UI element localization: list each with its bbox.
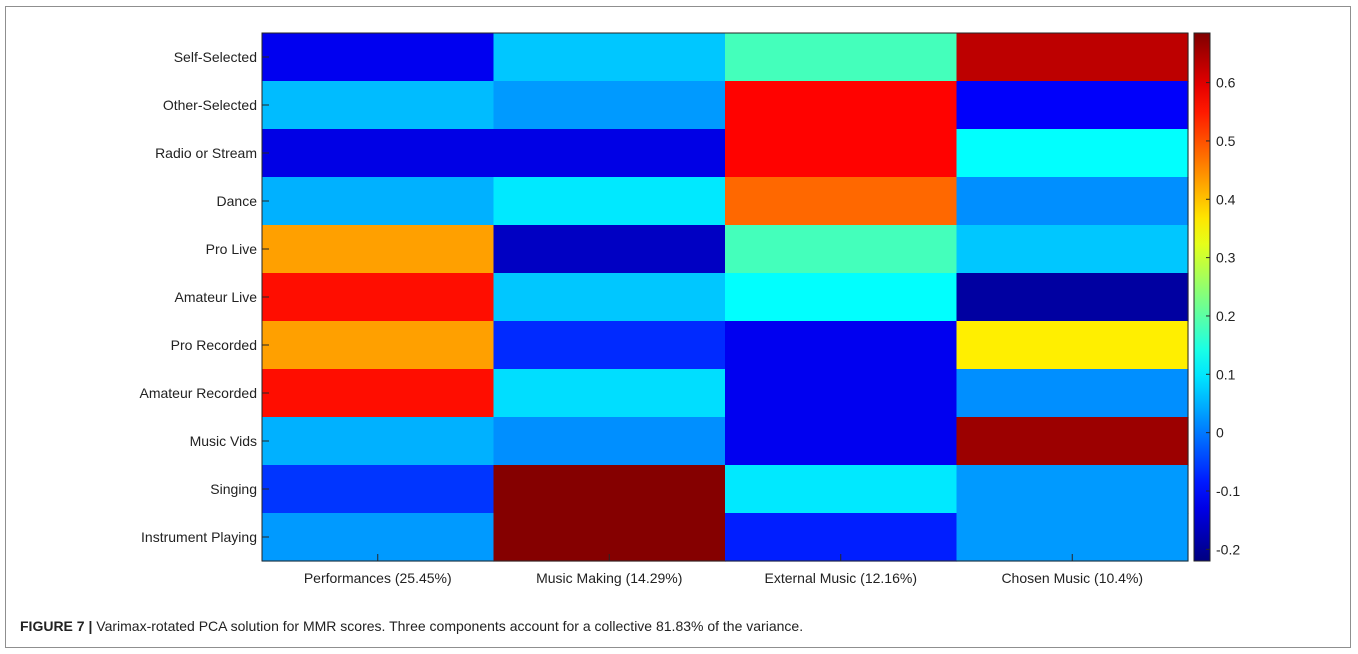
heatmap-cell [956, 465, 1189, 514]
row-label: Amateur Recorded [139, 385, 257, 401]
caption-text: Varimax-rotated PCA solution for MMR sco… [92, 618, 804, 634]
heatmap-cell [493, 81, 726, 130]
figure-caption: FIGURE 7 | Varimax-rotated PCA solution … [20, 618, 803, 634]
heatmap-cell [725, 177, 958, 226]
heatmap-cell [956, 81, 1189, 130]
row-label: Music Vids [190, 433, 257, 449]
heatmap-cell [956, 225, 1189, 274]
heatmap-cell [262, 177, 495, 226]
heatmap-cell [956, 177, 1189, 226]
heatmap-cell [493, 513, 726, 562]
heatmap-cell [725, 513, 958, 562]
column-label: Performances (25.45%) [304, 570, 452, 586]
heatmap-cell [725, 321, 958, 370]
colorbar-tick-label: 0.6 [1216, 75, 1236, 91]
heatmap-cell [262, 417, 495, 466]
row-label: Amateur Live [175, 289, 258, 305]
heatmap-cell [725, 225, 958, 274]
colorbar-tick-label: 0.2 [1216, 308, 1236, 324]
heatmap-cell [262, 513, 495, 562]
colorbar-tick-label: -0.1 [1216, 483, 1240, 499]
heatmap-cell [493, 417, 726, 466]
column-label: External Music (12.16%) [764, 570, 917, 586]
heatmap-cell [262, 321, 495, 370]
heatmap-cell [262, 273, 495, 322]
heatmap-cell [725, 417, 958, 466]
heatmap-cell [262, 33, 495, 82]
heatmap-cell [493, 177, 726, 226]
row-label: Singing [210, 481, 257, 497]
heatmap-cell [262, 225, 495, 274]
heatmap-cell [956, 129, 1189, 178]
column-label: Chosen Music (10.4%) [1001, 570, 1143, 586]
heatmap-cell [262, 369, 495, 418]
heatmap-cell [725, 369, 958, 418]
heatmap-cell [725, 129, 958, 178]
colorbar-tick-label: 0.3 [1216, 250, 1236, 266]
colorbar-tick-label: 0.4 [1216, 191, 1236, 207]
colorbar [1193, 32, 1211, 562]
heatmap-cell [262, 81, 495, 130]
heatmap-cell [493, 465, 726, 514]
figure-frame [5, 6, 1351, 648]
heatmap-cell [956, 273, 1189, 322]
plot-area-border [261, 32, 1189, 562]
heatmap-cell [956, 417, 1189, 466]
row-label: Instrument Playing [141, 529, 257, 545]
row-label: Pro Recorded [171, 337, 257, 353]
figure-label: FIGURE 7 | [20, 618, 93, 634]
heatmap-cell [493, 225, 726, 274]
row-label: Radio or Stream [155, 145, 257, 161]
heatmap-cell [956, 321, 1189, 370]
heatmap-cell [956, 33, 1189, 82]
colorbar-tick-label: 0 [1216, 425, 1224, 441]
heatmap-cell [262, 129, 495, 178]
row-label: Self-Selected [174, 49, 257, 65]
heatmap-cell [493, 129, 726, 178]
row-label: Other-Selected [163, 97, 257, 113]
heatmap-cell [493, 321, 726, 370]
heatmap-cell [493, 369, 726, 418]
row-label: Pro Live [206, 241, 258, 257]
heatmap-cell [725, 273, 958, 322]
colorbar-tick-label: -0.2 [1216, 541, 1240, 557]
heatmap-cell [956, 369, 1189, 418]
row-label: Dance [217, 193, 258, 209]
heatmap-cell [956, 513, 1189, 562]
heatmap-cell [725, 33, 958, 82]
colorbar-tick-label: 0.5 [1216, 133, 1236, 149]
column-label: Music Making (14.29%) [536, 570, 682, 586]
heatmap-cell [725, 81, 958, 130]
heatmap-cell [725, 465, 958, 514]
heatmap-cell [493, 33, 726, 82]
heatmap-chart: Self-Selected Other-Selected Radio or Stre… [139, 32, 1240, 586]
heatmap-cell [493, 273, 726, 322]
colorbar-tick-label: 0.1 [1216, 366, 1236, 382]
heatmap-cell [262, 465, 495, 514]
